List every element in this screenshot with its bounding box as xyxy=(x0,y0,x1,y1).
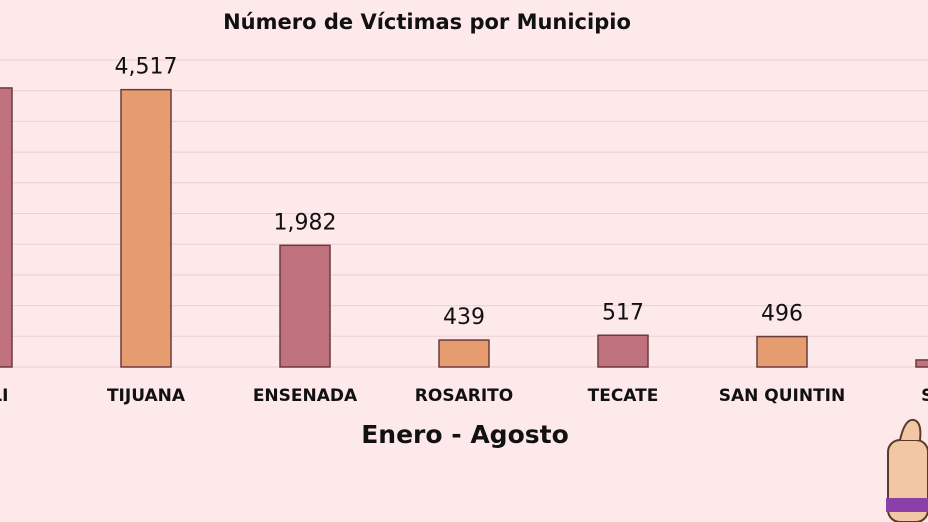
bar xyxy=(279,244,331,368)
x-tick-label: SAN xyxy=(921,386,928,406)
bar xyxy=(0,87,13,368)
value-label: 439 xyxy=(443,305,485,330)
value-label: 4,517 xyxy=(115,55,178,80)
x-tick-label: TIJUANA xyxy=(107,386,186,406)
x-tick-label: ENSENADA xyxy=(253,386,358,406)
fist-icon xyxy=(886,418,928,522)
value-label: 517 xyxy=(602,300,644,325)
bar xyxy=(915,359,928,368)
x-tick-label: ROSARITO xyxy=(415,386,513,406)
bar xyxy=(438,339,490,368)
value-label: 45 xyxy=(0,53,1,78)
x-tick-label: TECATE xyxy=(588,386,659,406)
chart-title: Número de Víctimas por Municipio xyxy=(223,10,631,34)
x-tick-label: SAN QUINTIN xyxy=(719,386,846,406)
x-axis-title: Enero - Agosto xyxy=(361,420,569,449)
value-label: 496 xyxy=(761,302,803,327)
bar xyxy=(756,335,808,368)
bar xyxy=(120,88,172,368)
value-label: 1,982 xyxy=(274,210,337,235)
x-tick-label: CALI xyxy=(0,386,8,406)
bar xyxy=(597,334,649,368)
